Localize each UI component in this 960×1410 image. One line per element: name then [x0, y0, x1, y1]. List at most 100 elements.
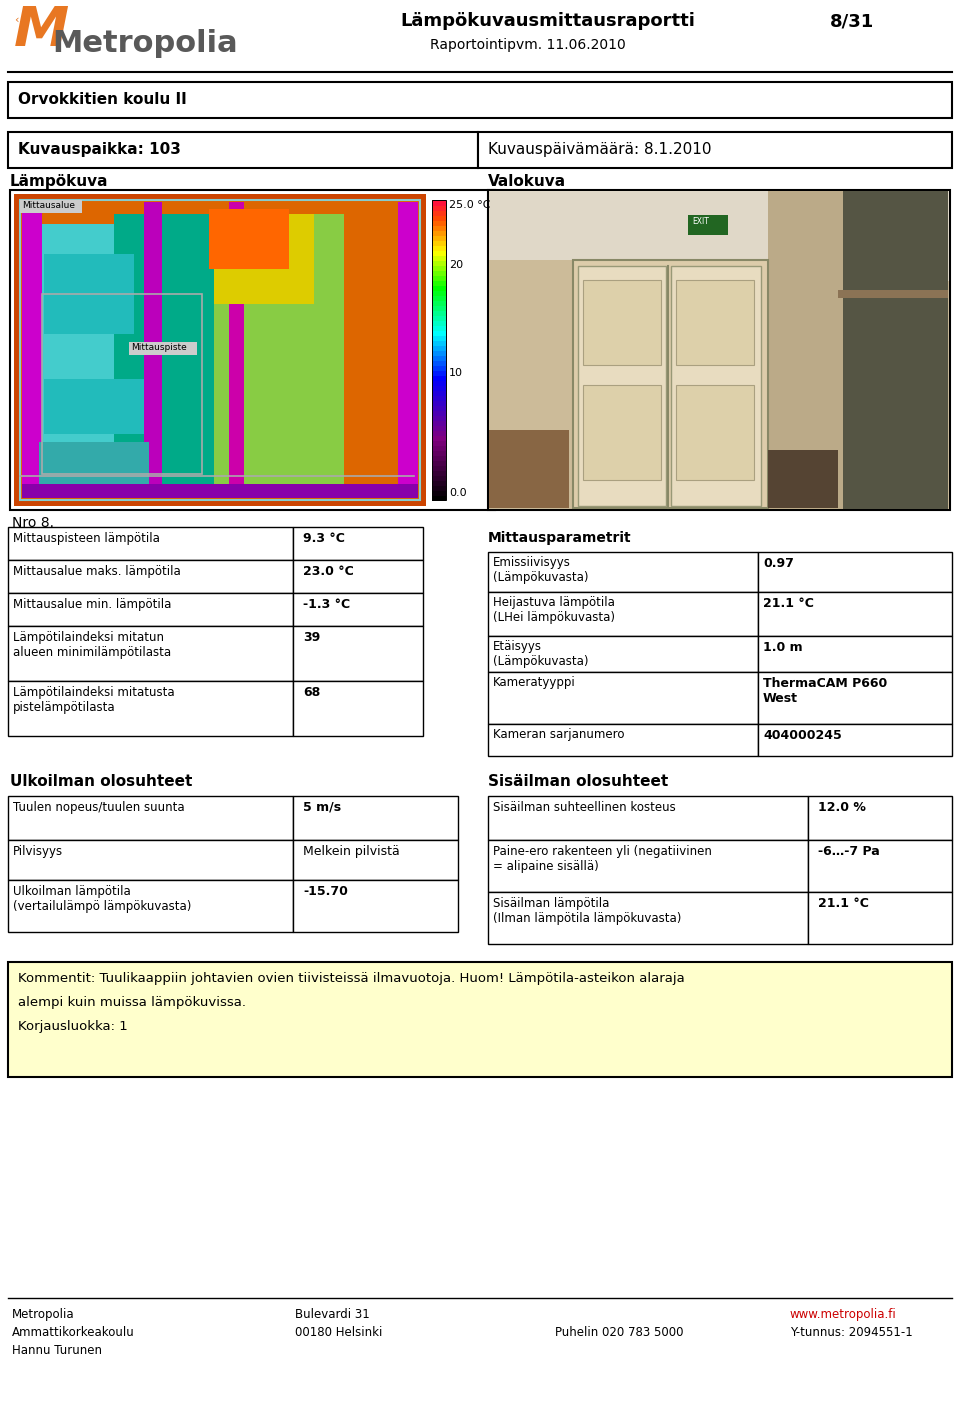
Bar [432, 330, 446, 336]
Bar [432, 226, 446, 230]
Text: Y-tunnus: 2094551-1: Y-tunnus: 2094551-1 [790, 1325, 913, 1339]
Bar [432, 220, 446, 226]
Bar [432, 385, 446, 391]
Bar [488, 673, 758, 723]
Bar [432, 204, 446, 210]
Text: 39: 39 [303, 632, 321, 644]
Text: Kommentit: Tuulikaappiin johtavien ovien tiivisteissä ilmavuotoja. Huom! Lämpöti: Kommentit: Tuulikaappiin johtavien ovien… [18, 971, 684, 986]
Bar [488, 723, 758, 756]
Bar [432, 479, 446, 485]
Text: 8/31: 8/31 [830, 13, 875, 30]
Text: Ulkoilman lämpötila
(vertailulämpö lämpökuvasta): Ulkoilman lämpötila (vertailulämpö lämpö… [13, 885, 191, 914]
Bar [42, 295, 202, 474]
Bar [488, 551, 758, 592]
Text: Mittauspisteen lämpötila: Mittauspisteen lämpötila [13, 532, 160, 546]
Bar [671, 266, 761, 506]
Text: 20: 20 [449, 259, 463, 269]
Bar [432, 320, 446, 326]
Bar [293, 880, 458, 932]
Bar [489, 430, 569, 508]
Bar [432, 395, 446, 400]
Bar [293, 594, 423, 626]
Bar [8, 797, 293, 840]
Text: ThermaCAM P660
West: ThermaCAM P660 West [763, 677, 887, 705]
Bar [214, 214, 344, 486]
Bar [293, 797, 458, 840]
Bar [768, 190, 843, 509]
Text: Mittausalue maks. lämpötila: Mittausalue maks. lämpötila [13, 565, 180, 578]
Bar [39, 441, 149, 496]
Bar [214, 214, 314, 305]
Text: Lämpökuvausmittausraportti: Lämpökuvausmittausraportti [400, 13, 695, 30]
Text: Mittausalue min. lämpötila: Mittausalue min. lämpötila [13, 598, 172, 611]
Bar [578, 266, 666, 506]
Bar [432, 230, 446, 235]
Text: Sisäilman suhteellinen kosteus: Sisäilman suhteellinen kosteus [493, 801, 676, 814]
Bar [229, 202, 244, 498]
Text: Hannu Turunen: Hannu Turunen [12, 1344, 102, 1356]
Bar [432, 345, 446, 351]
Bar [432, 255, 446, 261]
Bar [432, 391, 446, 395]
Bar [293, 840, 458, 880]
Bar [432, 375, 446, 381]
Bar [432, 240, 446, 245]
Bar [489, 190, 949, 281]
Text: 1.0 m: 1.0 m [763, 642, 803, 654]
Bar [758, 723, 952, 756]
Text: Bulevardi 31: Bulevardi 31 [295, 1308, 370, 1321]
Bar [8, 880, 293, 932]
Bar [758, 636, 952, 673]
Bar [432, 259, 446, 265]
Bar [583, 385, 661, 479]
Bar [432, 450, 446, 455]
Bar [20, 200, 82, 213]
Bar [488, 840, 808, 893]
Bar [688, 214, 728, 235]
Bar [488, 797, 808, 840]
Bar [22, 484, 418, 498]
Text: Mittauspiste: Mittauspiste [131, 343, 187, 352]
Text: Metropolia: Metropolia [52, 30, 238, 58]
Text: Sisäilman olosuhteet: Sisäilman olosuhteet [488, 774, 668, 790]
Bar [8, 840, 293, 880]
Bar [432, 285, 446, 290]
Text: 21.1 °C: 21.1 °C [763, 596, 814, 611]
Text: Melkein pilvistä: Melkein pilvistä [303, 845, 399, 859]
Bar [432, 340, 446, 345]
Bar [808, 797, 952, 840]
Text: -6…-7 Pa: -6…-7 Pa [818, 845, 879, 859]
Bar [432, 369, 446, 375]
Bar [129, 343, 197, 355]
Bar [432, 430, 446, 436]
Bar [22, 224, 142, 486]
Bar [432, 245, 446, 251]
Bar [8, 527, 293, 560]
Bar [432, 446, 446, 451]
Bar [432, 300, 446, 306]
Bar [432, 250, 446, 255]
Bar [432, 495, 446, 501]
Bar [758, 673, 952, 723]
Bar [838, 190, 948, 509]
Text: ‹: ‹ [14, 16, 18, 25]
Bar [432, 214, 446, 220]
Bar [8, 133, 478, 168]
Text: Kuvauspäivämäärä: 8.1.2010: Kuvauspäivämäärä: 8.1.2010 [488, 142, 711, 157]
Text: 0.0: 0.0 [449, 488, 467, 498]
Bar [20, 200, 420, 501]
Bar [488, 592, 758, 636]
Text: Lämpötilaindeksi mitatusta
pistelämpötilasta: Lämpötilaindeksi mitatusta pistelämpötil… [13, 687, 175, 713]
Bar [432, 381, 446, 385]
Bar [432, 360, 446, 365]
Bar [432, 200, 446, 501]
Bar [432, 324, 446, 330]
Bar [838, 290, 948, 298]
Bar [432, 281, 446, 285]
Bar [293, 626, 423, 681]
Bar [478, 133, 952, 168]
Bar [293, 681, 423, 736]
Text: Lämpökuva: Lämpökuva [10, 173, 108, 189]
Text: 9.3 °C: 9.3 °C [303, 532, 345, 546]
Bar [432, 465, 446, 471]
